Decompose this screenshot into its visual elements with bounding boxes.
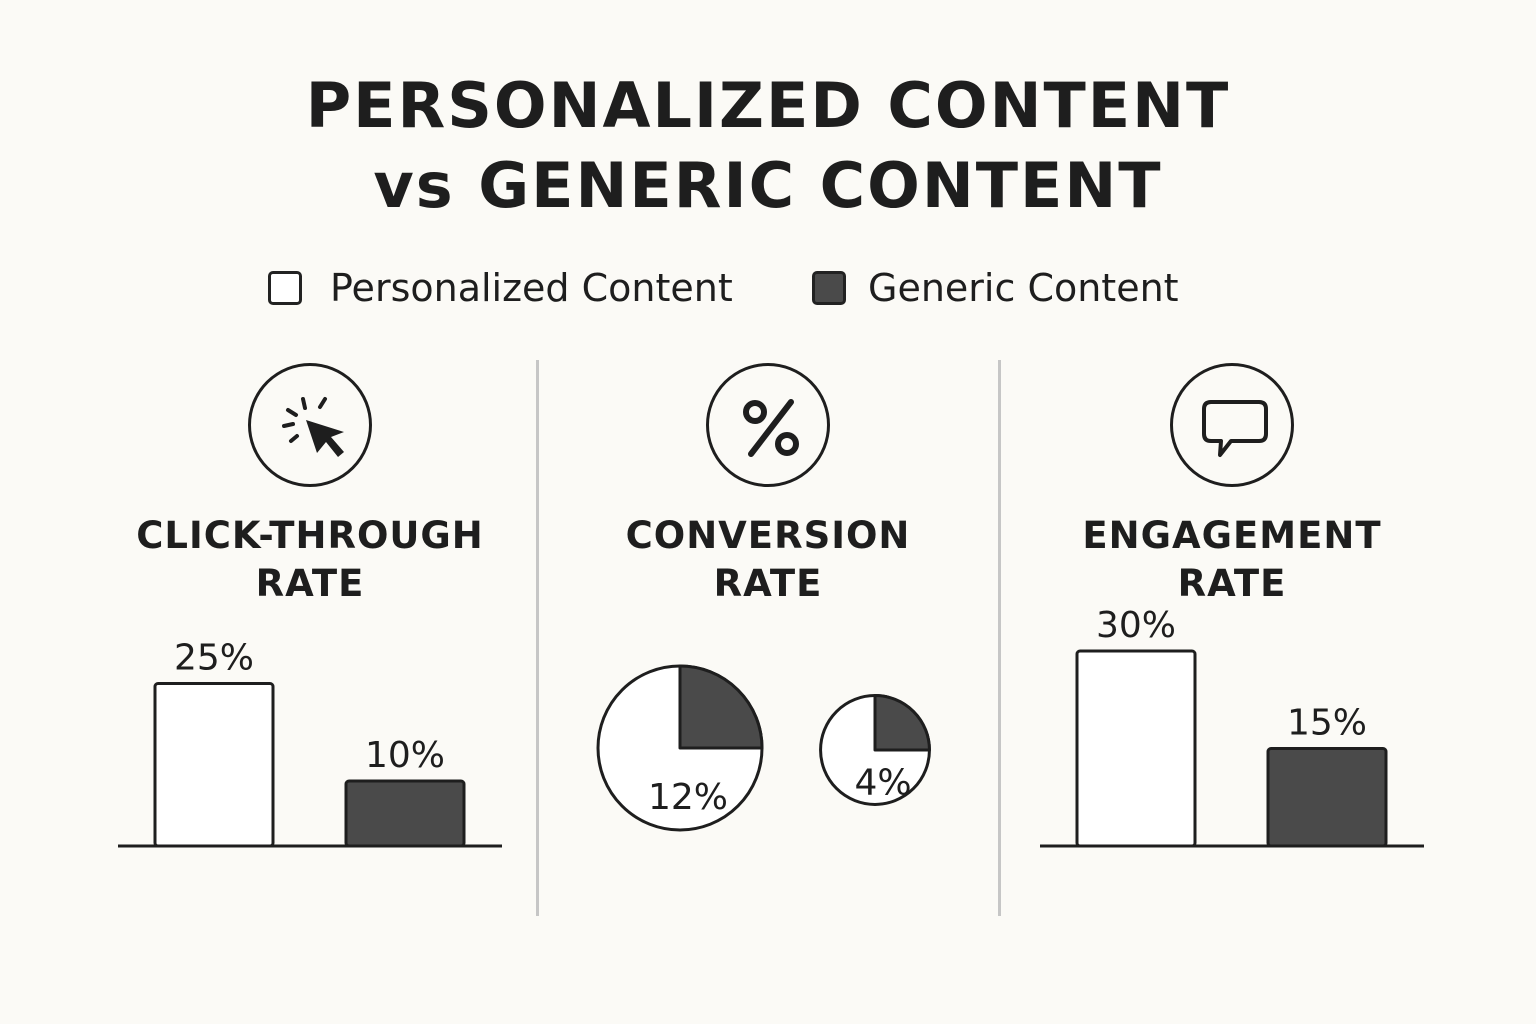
- icon-badge: [248, 363, 372, 487]
- data-label-personalized: 30%: [1096, 605, 1176, 646]
- divider-right: [998, 360, 1001, 916]
- data-label-generic: 15%: [1287, 703, 1367, 744]
- page-title: PERSONALIZED CONTENT vs GENERIC CONTENT: [0, 66, 1536, 226]
- cursor-click-icon: [282, 397, 344, 457]
- metric-title-line-2: RATE: [1177, 562, 1287, 605]
- icon-badge: [1170, 363, 1294, 487]
- metric-title-line-1: CONVERSION: [625, 514, 911, 557]
- data-label-personalized: 25%: [174, 638, 254, 679]
- icon-badge: [706, 363, 830, 487]
- metric-title: ENGAGEMENT RATE: [1002, 512, 1462, 608]
- percent-icon: [743, 399, 799, 457]
- metric-title-line-1: ENGAGEMENT: [1082, 514, 1382, 557]
- legend-swatch-personalized: [268, 271, 302, 305]
- bar-generic: [344, 779, 466, 848]
- conversion-pie-charts: 12% 4%: [596, 664, 931, 832]
- panel-engagement: ENGAGEMENT RATE 30% 15%: [1002, 360, 1462, 920]
- data-label-personalized: 12%: [648, 777, 728, 818]
- bar-generic: [1266, 747, 1388, 848]
- data-label-generic: 4%: [854, 763, 911, 804]
- title-line-2: vs GENERIC CONTENT: [373, 149, 1163, 222]
- legend-item-personalized: Personalized Content: [268, 266, 733, 310]
- panel-click-through: CLICK-THROUGH RATE 25% 10%: [80, 360, 540, 920]
- legend-item-generic: Generic Content: [812, 266, 1179, 310]
- metric-title-line-2: RATE: [713, 562, 823, 605]
- pie-slice-generic: [873, 694, 931, 752]
- legend-label-generic: Generic Content: [868, 266, 1179, 310]
- panel-conversion: CONVERSION RATE 12% 4%: [538, 360, 998, 920]
- bar-personalized: [1075, 649, 1197, 848]
- metric-title: CONVERSION RATE: [538, 512, 998, 608]
- engagement-bar-chart: 30% 15%: [1040, 605, 1424, 848]
- legend: Personalized Content Generic Content: [0, 266, 1536, 310]
- pie-slice-personalized: [678, 664, 764, 750]
- metric-title-line-1: CLICK-THROUGH: [136, 514, 484, 557]
- ctr-bar-chart: 25% 10%: [118, 638, 502, 848]
- chat-bubble-icon: [1202, 400, 1268, 457]
- title-line-1: PERSONALIZED CONTENT: [305, 69, 1231, 142]
- legend-label-personalized: Personalized Content: [330, 266, 733, 310]
- bar-personalized: [153, 682, 275, 848]
- metric-title-line-2: RATE: [255, 562, 365, 605]
- metric-title: CLICK-THROUGH RATE: [80, 512, 540, 608]
- data-label-generic: 10%: [365, 735, 445, 776]
- divider-left: [536, 360, 539, 916]
- legend-swatch-generic: [812, 271, 846, 305]
